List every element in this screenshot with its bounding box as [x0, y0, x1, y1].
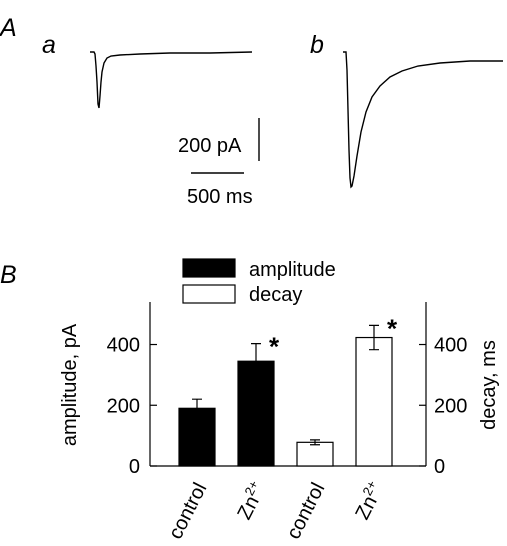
right-tick-label-1: 200 [434, 395, 467, 417]
legend-swatch-decay [182, 284, 236, 304]
x-tick-label-2: control [283, 479, 330, 542]
bar-decay-2 [296, 441, 334, 467]
error-bar-amplitude-1 [251, 343, 261, 380]
legend-label-amplitude: amplitude [249, 259, 336, 281]
x-tick-labels: control Zn2+ control Zn2+ [165, 478, 389, 543]
legend-label-decay: decay [249, 284, 302, 306]
trace-a-label: a [42, 31, 56, 59]
bar-decay-3 [355, 336, 393, 467]
left-tick-label-1: 200 [107, 395, 140, 417]
x-tick-label-3: Zn2+ [349, 478, 389, 523]
error-bar-decay-3 [369, 324, 379, 351]
x-tick-label-0: control [165, 479, 212, 542]
right-tick-label-2: 400 [434, 335, 467, 357]
significance-star-1: * [269, 332, 280, 362]
left-axis-ticks: 0 200 400 [107, 335, 157, 478]
left-tick-label-2: 400 [107, 335, 140, 357]
legend-swatch-amplitude [182, 258, 236, 278]
bars: ** [178, 313, 398, 467]
trace-a [90, 51, 253, 109]
trace-b [343, 51, 503, 189]
right-axis-ticks: 0 200 400 [419, 335, 467, 478]
left-tick-label-0: 0 [129, 456, 140, 478]
significance-star-3: * [387, 313, 398, 343]
scalebar-current-label: 200 pA [178, 135, 242, 157]
right-axis-label: decay, ms [478, 340, 500, 430]
right-tick-label-0: 0 [434, 456, 445, 478]
scalebar-time-label: 500 ms [187, 186, 253, 208]
trace-b-label: b [310, 31, 324, 59]
x-tick-label-1: Zn2+ [231, 478, 271, 523]
left-axis-label: amplitude, pA [59, 323, 81, 446]
error-bar-decay-2 [310, 439, 320, 446]
error-bar-amplitude-0 [192, 398, 202, 419]
panel-b-label: B [0, 261, 17, 289]
panel-a-label: A [0, 14, 17, 42]
